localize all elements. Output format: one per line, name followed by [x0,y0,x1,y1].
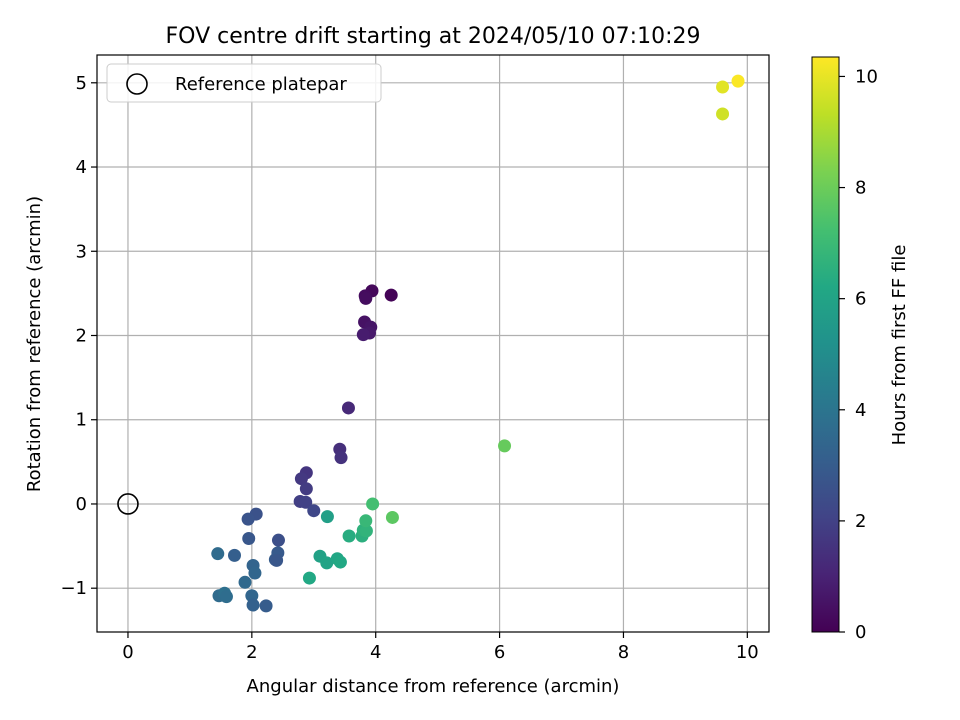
data-point [302,571,316,585]
data-point [270,553,284,567]
y-tick-label: −1 [60,578,87,599]
y-tick-label: 1 [76,410,87,431]
x-axis-label: Angular distance from reference (arcmin) [247,676,620,697]
colorbar-tick-label: 6 [855,289,866,310]
data-point [238,575,252,589]
y-tick-label: 5 [76,73,87,94]
legend-box [106,63,382,103]
data-point [227,548,241,562]
data-point [359,291,373,305]
data-point [716,107,730,121]
x-tick-label: 0 [122,642,133,663]
colorbar-ticks: 0 2 4 6 8 10 [839,66,878,643]
colorbar: 0 2 4 6 8 10 Hours from first FF file [811,56,910,643]
y-axis-label: Rotation from reference (arcmin) [24,196,45,492]
data-point [334,451,348,465]
y-tick-label: 3 [76,241,87,262]
data-point [307,504,321,518]
data-point [320,510,334,524]
y-tick-label: 4 [76,157,87,178]
axes-frame [96,54,770,633]
data-point [384,288,398,302]
y-axis-ticks: −1 0 1 2 3 4 5 [60,73,97,599]
data-point [259,599,273,613]
x-tick-label: 10 [736,642,759,663]
legend-marker [126,73,148,95]
data-point [241,512,255,526]
data-point [359,514,373,528]
legend-entry: Reference platepar [175,74,347,95]
x-axis-ticks: 0 2 4 6 8 10 [122,632,759,663]
data-point [356,328,370,342]
x-tick-label: 8 [618,642,629,663]
data-point [299,482,313,496]
x-tick-label: 4 [370,642,381,663]
data-point [385,510,399,524]
scatter-series [211,74,745,613]
colorbar-tick-label: 10 [855,66,878,87]
data-point [219,590,233,604]
data-point [299,495,313,509]
data-point [498,439,512,453]
data-point [211,547,225,561]
data-point [242,532,256,546]
data-point [716,80,730,94]
x-tick-label: 6 [494,642,505,663]
colorbar-gradient [811,56,840,633]
plot-area: 0 2 4 6 8 10 −1 0 1 2 3 4 5 [60,54,770,663]
data-point [341,401,355,415]
data-point [366,497,380,511]
data-point [342,529,356,543]
x-tick-label: 2 [246,642,257,663]
data-point [731,74,745,88]
data-point [320,556,334,570]
data-point [271,533,285,547]
chart-title: FOV centre drift starting at 2024/05/10 … [166,24,701,49]
legend: Reference platepar [106,63,382,103]
data-point [248,566,262,580]
data-point [359,524,373,538]
colorbar-tick-label: 2 [855,511,866,532]
y-tick-label: 0 [76,494,87,515]
colorbar-label: Hours from first FF file [889,245,910,446]
colorbar-tick-label: 4 [855,400,866,421]
colorbar-tick-label: 8 [855,178,866,199]
grid [97,55,769,632]
colorbar-tick-label: 0 [855,622,866,643]
data-point [333,555,347,569]
data-point [294,472,308,486]
reference-platepar-marker [117,493,139,515]
data-point [246,598,260,612]
y-tick-label: 2 [76,325,87,346]
